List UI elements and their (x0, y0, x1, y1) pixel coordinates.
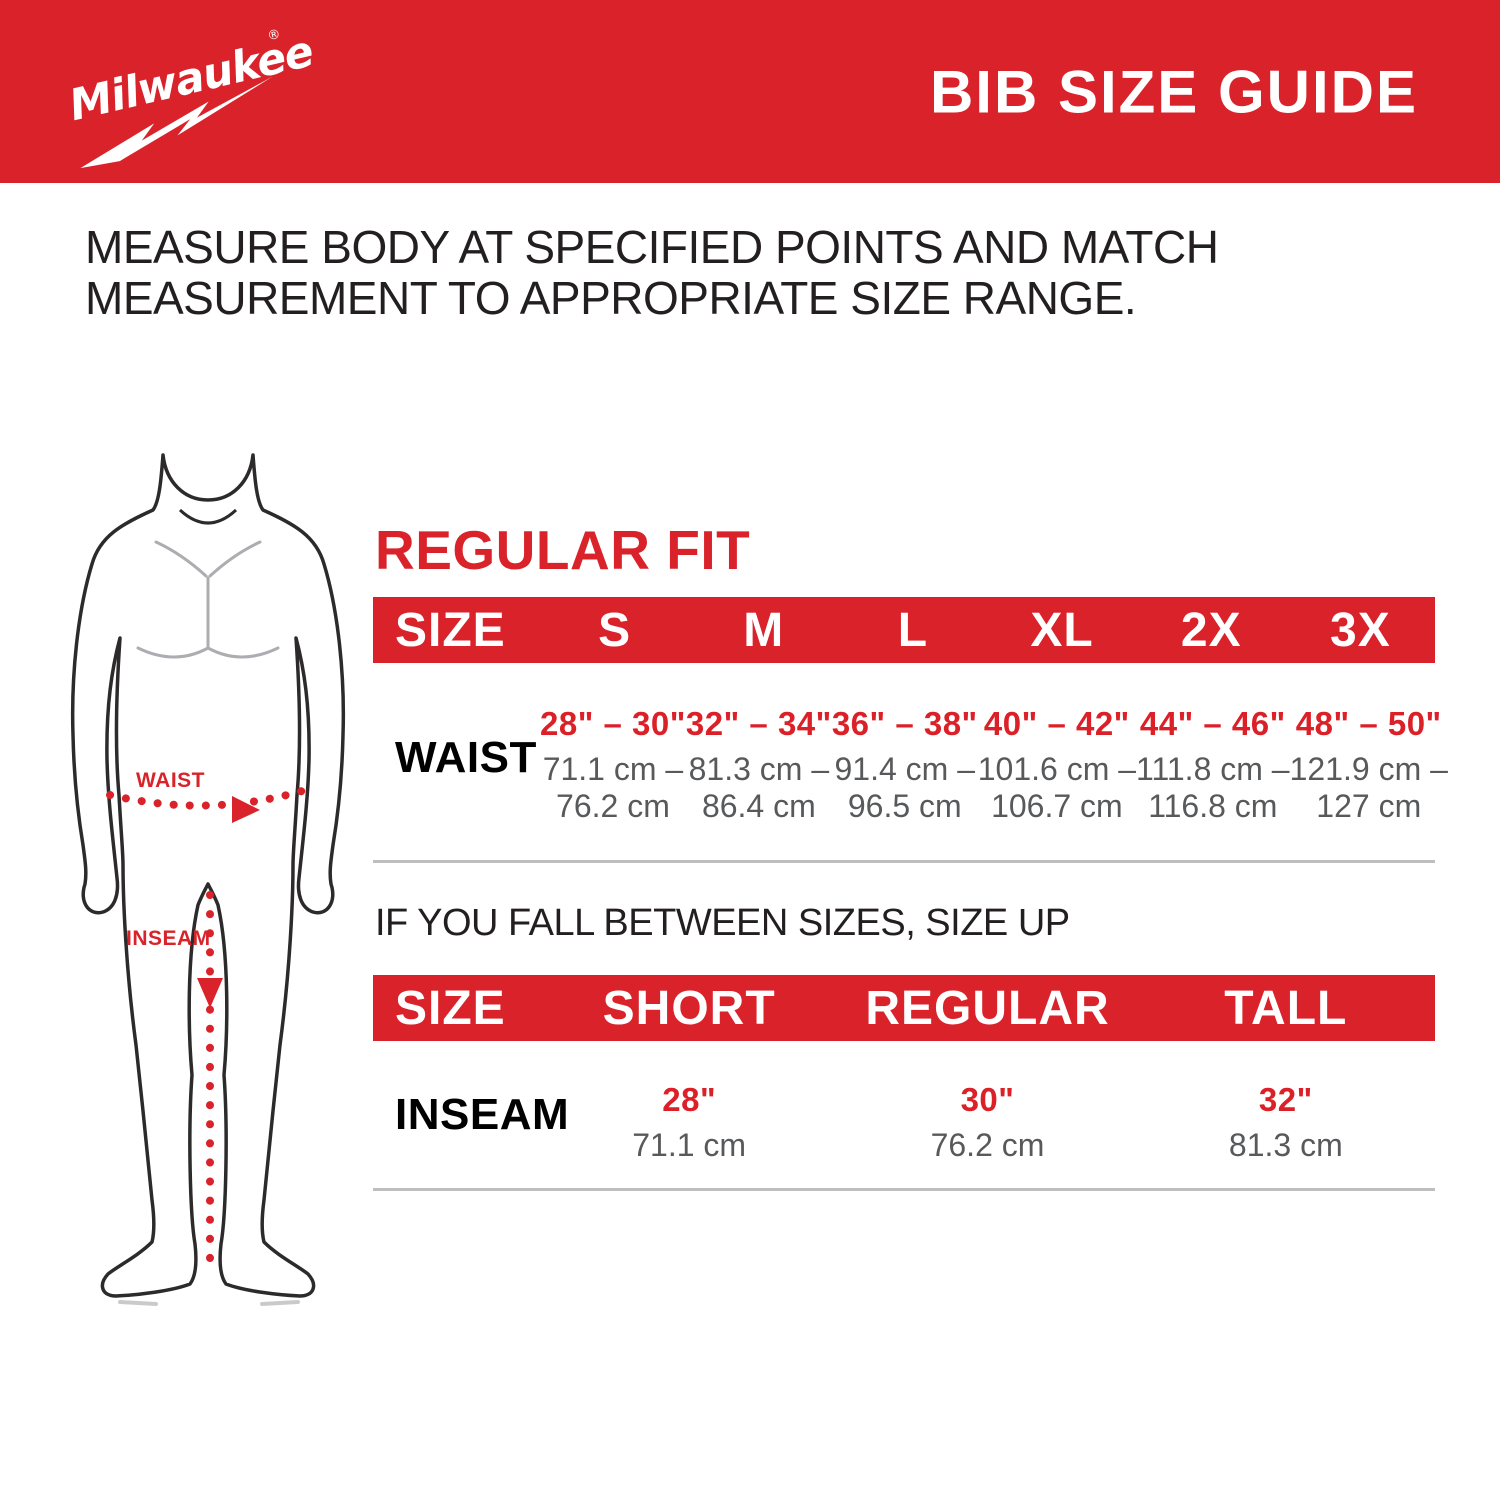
lightning-bolt-icon (80, 76, 273, 169)
bottom-divider (373, 1188, 1435, 1191)
waist-inches-s: 28" – 30" (540, 705, 686, 742)
intro-text: MEASURE BODY AT SPECIFIED POINTS AND MAT… (85, 221, 1219, 324)
registered-mark-icon: ® (266, 27, 282, 45)
waist-inches-3x: 48" – 50" (1295, 705, 1442, 742)
regular-fit-title: REGULAR FIT (375, 519, 751, 581)
inseam-cm-short: 71.1 cm (632, 1127, 747, 1163)
waist-inches-xl: 40" – 42" (983, 705, 1130, 742)
waist-cm-l: 91.4 cm – (834, 751, 976, 787)
waist-arrow-icon (232, 796, 260, 823)
regular-fit-header-row: SIZE S M L XL 2X 3X (373, 597, 1435, 663)
inseam-cm-tall: 81.3 cm (1228, 1127, 1343, 1163)
waist-cm-xl: 101.6 cm – (977, 751, 1137, 787)
waist-cm-m: 81.3 cm – (688, 751, 830, 787)
column-header-2x: 2X (1180, 603, 1242, 657)
waist-dotted-line (106, 787, 306, 810)
column-header-s: S (598, 603, 632, 657)
page-title: BIB SIZE GUIDE (929, 58, 1418, 125)
inseam-inches-regular: 30" (960, 1081, 1015, 1118)
waist-cell-l: 36" – 38" 91.4 cm – 96.5 cm (831, 705, 978, 824)
column-header-short: SHORT (602, 981, 776, 1035)
waist-row-label: WAIST (395, 733, 537, 782)
waist-cell-s: 28" – 30" 71.1 cm – 76.2 cm (540, 705, 686, 824)
header: Milwaukee ® BIB SIZE GUIDE (0, 0, 1500, 183)
waist-cell-2x: 44" – 46" 111.8 cm – 116.8 cm (1136, 705, 1290, 824)
column-header-l: L (897, 603, 929, 657)
waist-cm-s: 71.1 cm – (542, 751, 684, 787)
throat-line (178, 508, 238, 525)
waist-diagram-label: WAIST (136, 769, 205, 792)
chest-lines (136, 540, 280, 659)
body-measurement-diagram: WAIST INSEAM (70, 453, 346, 1306)
waist-row: WAIST 28" – 30" 71.1 cm – 76.2 cm 32" – … (373, 663, 1448, 853)
inseam-diagram-label: INSEAM (126, 927, 211, 950)
milwaukee-logo: Milwaukee ® (65, 27, 318, 169)
column-header-3x: 3X (1330, 603, 1391, 657)
column-header-regular: REGULAR (865, 981, 1110, 1035)
column-header-tall: TALL (1224, 981, 1348, 1035)
intro-line-2: MEASUREMENT TO APPROPRIATE SIZE RANGE. (85, 272, 1137, 324)
inseam-row: INSEAM 28" 71.1 cm 30" 76.2 cm 32" 81.3 … (373, 1041, 1435, 1188)
column-header-size: SIZE (395, 603, 506, 657)
inseam-arrow-icon (197, 978, 223, 1008)
inseam-inches-tall: 32" (1258, 1081, 1313, 1118)
inseam-inches-short: 28" (662, 1081, 717, 1118)
inseam-cell-tall: 32" 81.3 cm (1137, 1041, 1435, 1188)
waist-cm-3x: 121.9 cm – (1289, 751, 1448, 787)
inseam-cm-regular: 76.2 cm (930, 1127, 1045, 1163)
inseam-cell-short: 28" 71.1 cm (540, 1041, 838, 1188)
inseam-row-label: INSEAM (395, 1089, 570, 1139)
waist-cm-2x: 111.8 cm – (1136, 751, 1290, 787)
length-fit-header-row: SIZE SHORT REGULAR TALL (373, 975, 1435, 1041)
inseam-cell-regular: 30" 76.2 cm (838, 1041, 1136, 1188)
column-header-xl: XL (1030, 603, 1094, 657)
waist-inches-l: 36" – 38" (831, 705, 978, 742)
section-divider (373, 860, 1435, 863)
waist-inches-2x: 44" – 46" (1139, 705, 1286, 742)
column-header-size-2: SIZE (395, 981, 506, 1035)
waist-inches-m: 32" – 34" (685, 705, 832, 742)
waist-cell-xl: 40" – 42" 101.6 cm – 106.7 cm (977, 705, 1137, 824)
waist-cell-3x: 48" – 50" 121.9 cm – 127 cm (1289, 705, 1448, 824)
foot-shadow-lines (118, 1300, 300, 1306)
waist-cell-m: 32" – 34" 81.3 cm – 86.4 cm (685, 705, 832, 824)
column-header-m: M (743, 603, 785, 657)
between-sizes-note: IF YOU FALL BETWEEN SIZES, SIZE UP (375, 902, 1070, 944)
intro-line-1: MEASURE BODY AT SPECIFIED POINTS AND MAT… (85, 221, 1219, 273)
